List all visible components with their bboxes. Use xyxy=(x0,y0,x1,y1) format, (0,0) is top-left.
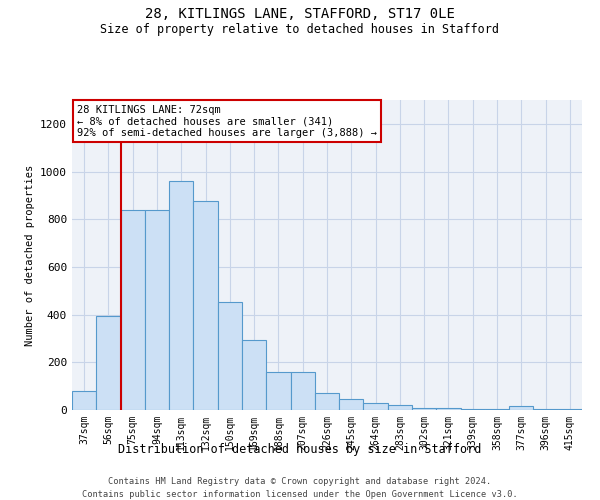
Text: Contains HM Land Registry data © Crown copyright and database right 2024.: Contains HM Land Registry data © Crown c… xyxy=(109,478,491,486)
Bar xyxy=(242,340,266,410)
Bar xyxy=(485,409,509,410)
Bar xyxy=(290,372,315,410)
Bar xyxy=(436,408,461,410)
Bar xyxy=(388,405,412,410)
Bar xyxy=(145,210,169,410)
Bar xyxy=(315,394,339,410)
Bar xyxy=(533,409,558,410)
Bar xyxy=(121,210,145,410)
Text: 28 KITLINGS LANE: 72sqm
← 8% of detached houses are smaller (341)
92% of semi-de: 28 KITLINGS LANE: 72sqm ← 8% of detached… xyxy=(77,104,377,138)
Bar xyxy=(412,408,436,410)
Bar xyxy=(193,202,218,410)
Text: Contains public sector information licensed under the Open Government Licence v3: Contains public sector information licen… xyxy=(82,490,518,499)
Bar xyxy=(72,391,96,410)
Text: Distribution of detached houses by size in Stafford: Distribution of detached houses by size … xyxy=(118,442,482,456)
Text: 28, KITLINGS LANE, STAFFORD, ST17 0LE: 28, KITLINGS LANE, STAFFORD, ST17 0LE xyxy=(145,8,455,22)
Bar xyxy=(364,403,388,410)
Bar xyxy=(218,302,242,410)
Bar xyxy=(96,316,121,410)
Bar xyxy=(339,400,364,410)
Y-axis label: Number of detached properties: Number of detached properties xyxy=(25,164,35,346)
Bar xyxy=(558,409,582,410)
Bar xyxy=(169,181,193,410)
Bar xyxy=(266,372,290,410)
Text: Size of property relative to detached houses in Stafford: Size of property relative to detached ho… xyxy=(101,22,499,36)
Bar xyxy=(461,409,485,410)
Bar xyxy=(509,406,533,410)
